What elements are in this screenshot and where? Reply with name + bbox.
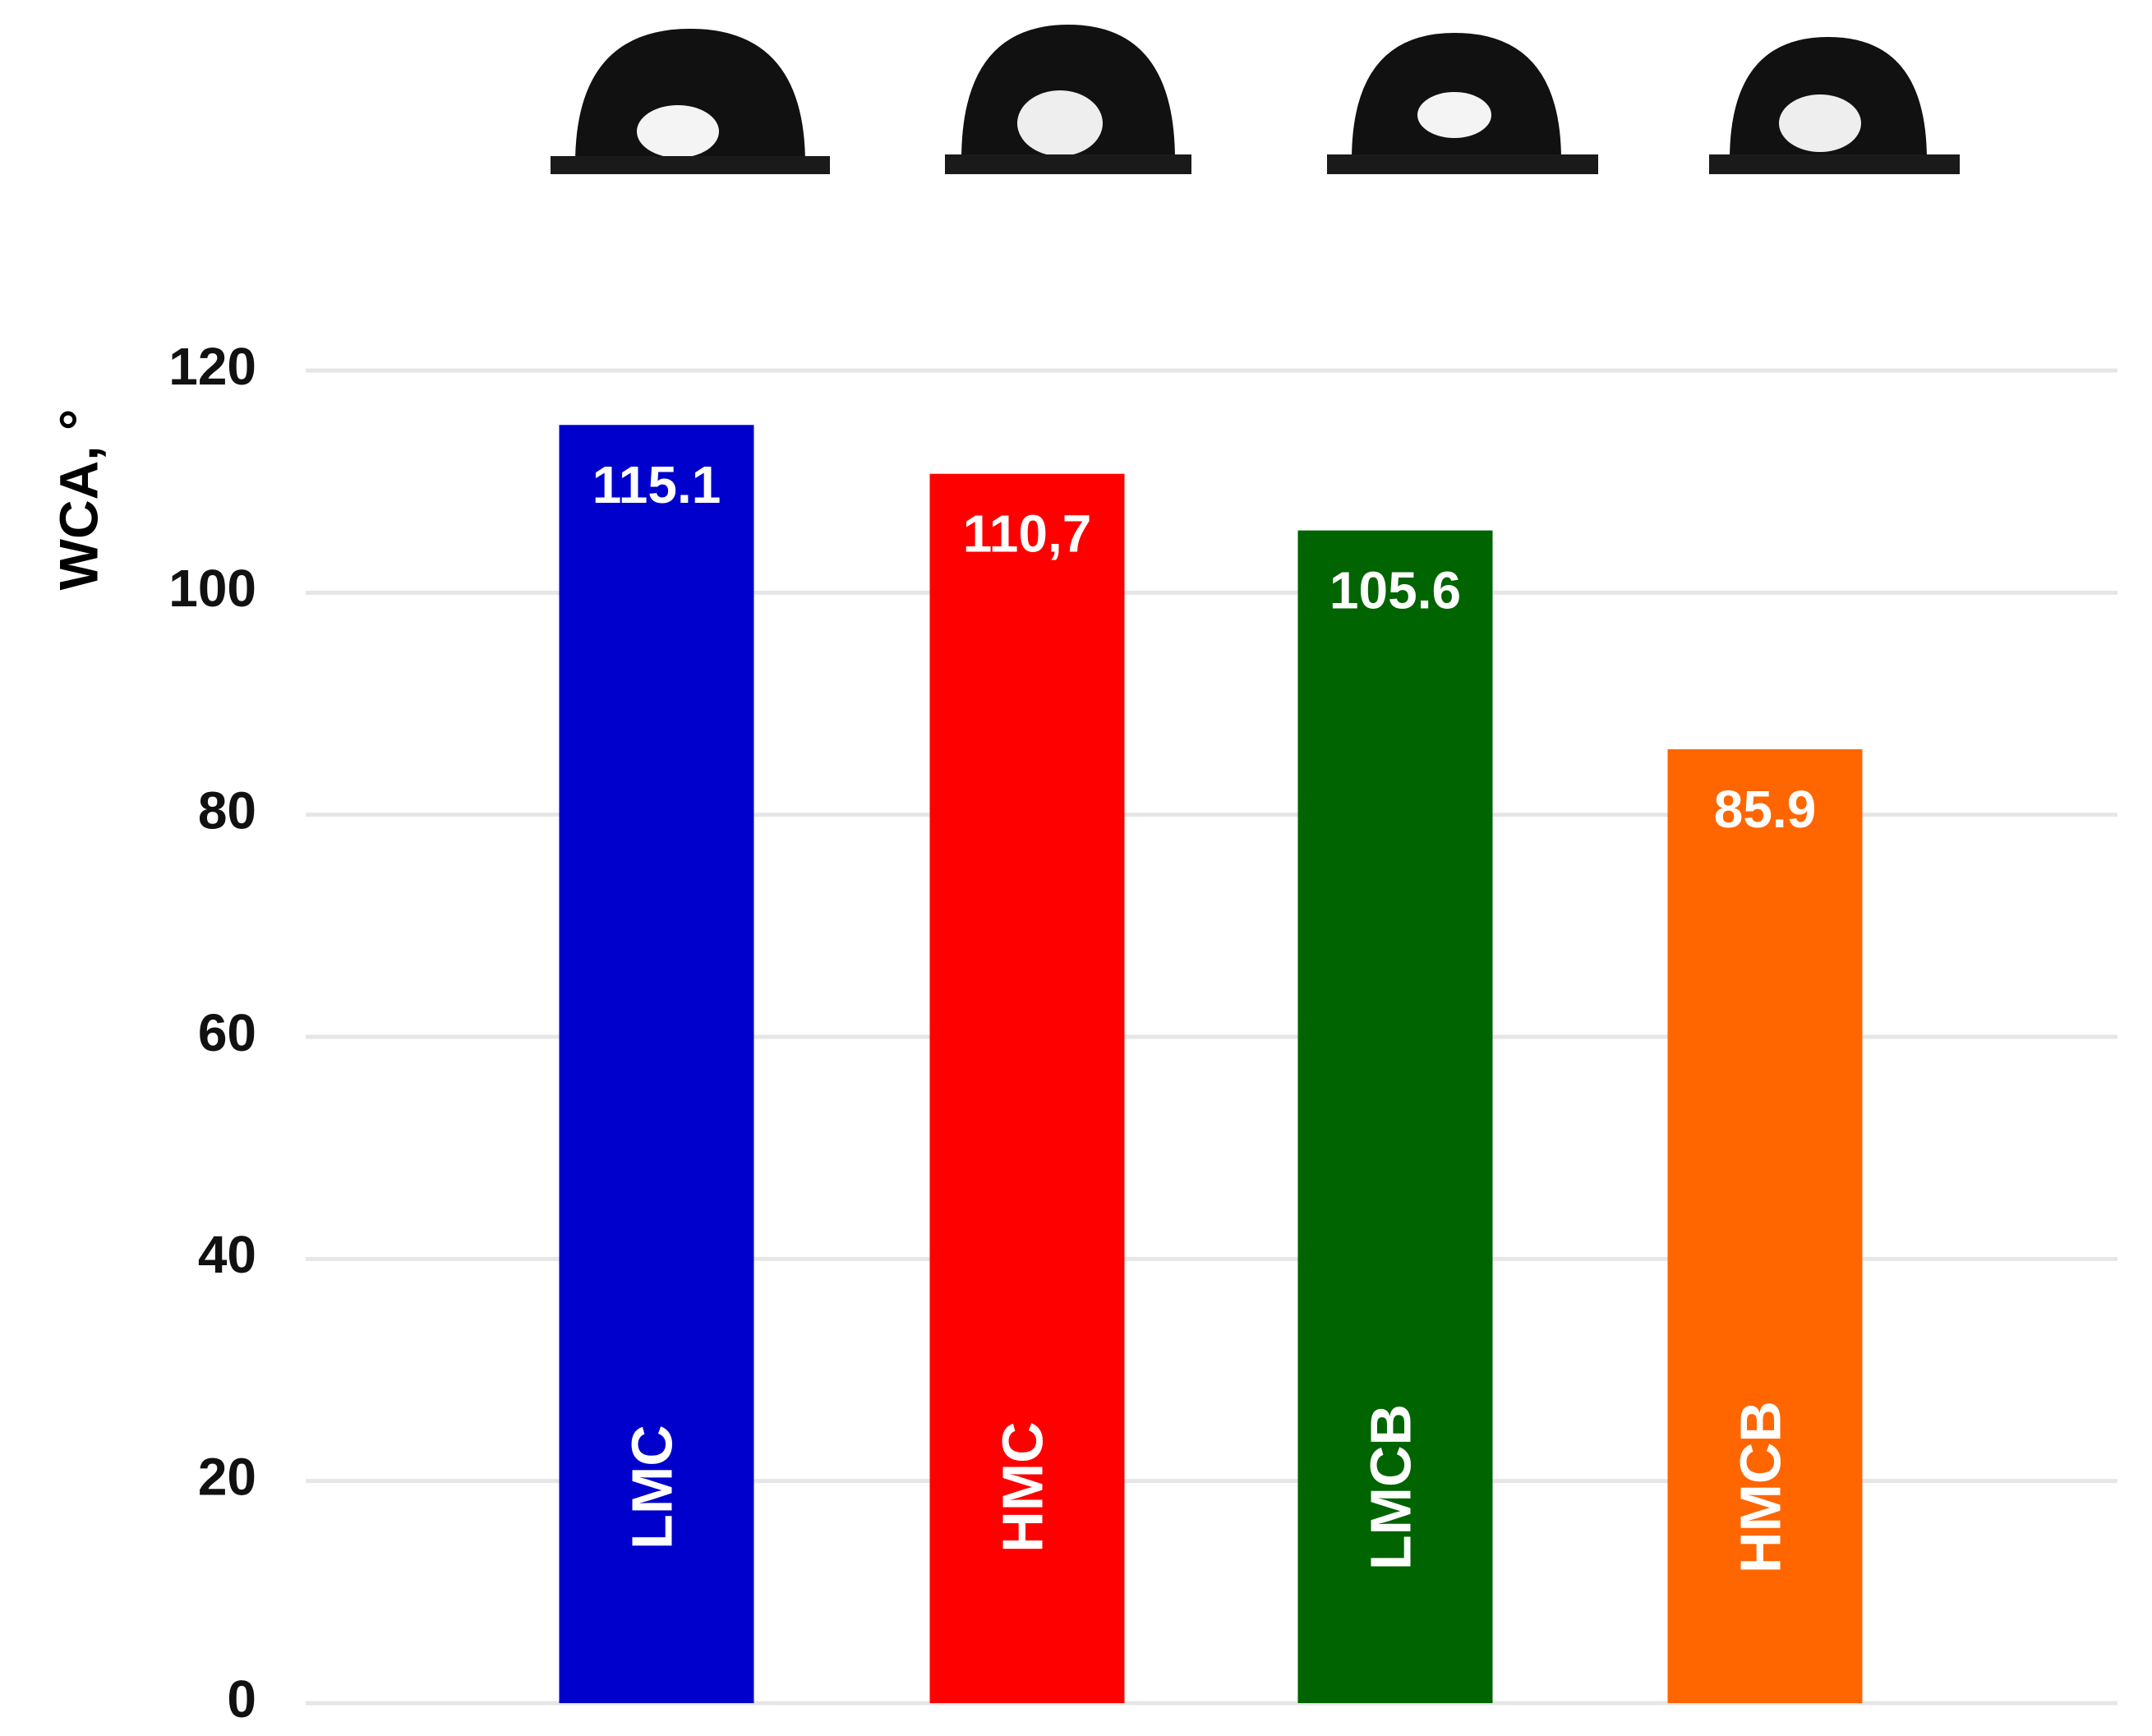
y-tick-label: 100 <box>168 559 256 618</box>
y-tick-label: 60 <box>198 1003 256 1062</box>
droplet <box>1709 37 1960 174</box>
value-label: 105.6 <box>1329 561 1461 620</box>
bar <box>929 473 1125 1703</box>
category-label: LMCB <box>1358 1404 1422 1570</box>
y-tick-label: 20 <box>198 1448 256 1507</box>
droplet <box>551 29 830 174</box>
y-tick-label: 120 <box>168 337 256 396</box>
value-label: 110,7 <box>963 504 1092 564</box>
bar <box>559 425 754 1703</box>
bar <box>1667 748 1863 1703</box>
value-label: 115.1 <box>592 455 721 514</box>
y-axis-label: WCA, ° <box>48 409 108 591</box>
category-label: HMC <box>990 1421 1054 1552</box>
y-tick-label: 80 <box>198 781 256 840</box>
y-tick-label: 0 <box>227 1669 256 1729</box>
droplet-images <box>551 25 1960 174</box>
y-tick-label: 40 <box>198 1225 256 1284</box>
value-label: 85.9 <box>1714 780 1817 839</box>
droplet <box>945 25 1191 174</box>
category-label: HMCB <box>1728 1401 1792 1573</box>
bar <box>1297 530 1493 1703</box>
category-label: LMC <box>620 1425 684 1550</box>
droplet <box>1327 33 1598 174</box>
